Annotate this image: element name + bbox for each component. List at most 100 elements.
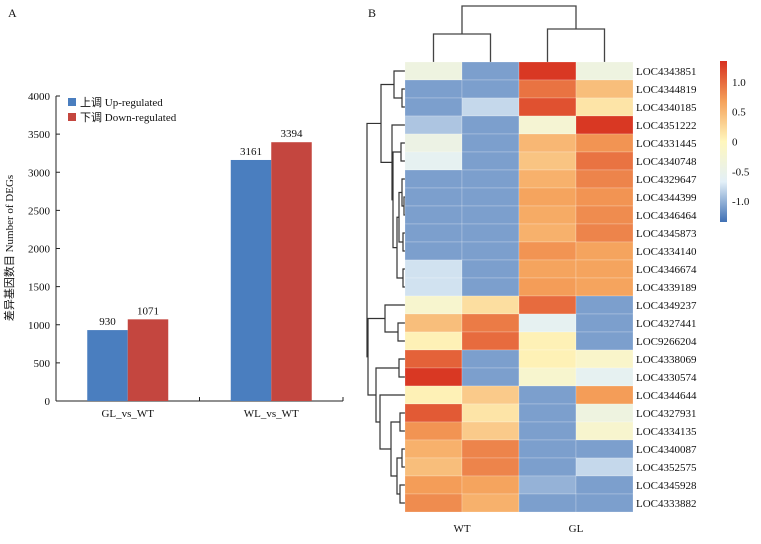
heatmap-cell <box>461 115 520 135</box>
legend-label-up: 上调 Up-regulated <box>80 96 163 109</box>
row-labels: LOC4343851 LOC4344819 LOC4340185 LOC4351222… <box>636 66 697 510</box>
heatmap-cell <box>575 79 634 99</box>
heatmap-cell <box>575 457 634 477</box>
heatmap-cell <box>404 493 463 513</box>
row-label: LOC4334135 <box>636 426 697 438</box>
row-label: LOC4344399 <box>636 192 697 204</box>
bar <box>87 330 128 401</box>
heatmap-cell <box>575 205 634 225</box>
row-label: LOC4329647 <box>636 174 697 186</box>
heatmap-cell <box>518 349 577 369</box>
legend-label-down: 下调 Down-regulated <box>80 111 177 124</box>
heatmap-cell <box>575 115 634 135</box>
heatmap-cell <box>461 151 520 171</box>
heatmap-cell <box>575 493 634 513</box>
heatmap-cell <box>404 295 463 315</box>
heatmap-cell <box>404 187 463 207</box>
dendrogram-branch <box>399 484 405 504</box>
bar <box>127 319 169 401</box>
heatmap-cell <box>518 151 577 171</box>
heatmap-cell <box>461 403 520 423</box>
heatmap-cell <box>404 403 463 423</box>
y-tick-label: 3500 <box>28 129 51 141</box>
heatmap-cell <box>575 403 634 423</box>
heatmap-cell <box>461 313 520 333</box>
colorbar-tick-label: -0.5 <box>732 166 750 178</box>
dendrogram-branch <box>401 448 405 468</box>
heatmap-cell <box>461 493 520 513</box>
row-label: LOC4333882 <box>636 498 697 510</box>
row-label: LOC4340748 <box>636 156 697 168</box>
column-labels: WT GL <box>453 523 583 535</box>
heatmap-cell <box>575 385 634 405</box>
heatmap-cell <box>518 79 577 99</box>
heatmap-cell <box>404 457 463 477</box>
heatmap-cell <box>575 367 634 387</box>
dendrogram-branch <box>384 304 405 333</box>
x-tick-label: GL_vs_WT <box>101 408 154 420</box>
colorbar-bar <box>720 61 727 222</box>
bar-data-labels: 930 1071 3161 3394 <box>99 128 303 328</box>
heatmap-cell <box>518 277 577 297</box>
row-label: LOC4352575 <box>636 462 697 474</box>
y-tick-label: 2500 <box>28 205 51 217</box>
heatmap-cell <box>575 259 634 279</box>
heatmap-cell <box>518 385 577 405</box>
heatmap-cell <box>404 169 463 189</box>
heatmap-cell <box>404 331 463 351</box>
heatmap-cell <box>461 277 520 297</box>
bar-value-label: 3161 <box>240 146 262 158</box>
heatmap-cell <box>404 151 463 171</box>
dendrogram-branch <box>546 28 606 62</box>
heatmap-cell <box>461 349 520 369</box>
dendrogram-branch <box>399 412 405 432</box>
dendrogram-branch <box>401 88 405 108</box>
row-label: LOC4327441 <box>636 318 697 330</box>
dendrogram-branch <box>390 421 400 477</box>
heatmap-cell <box>575 421 634 441</box>
heatmap-cell <box>461 439 520 459</box>
heatmap-cell <box>404 277 463 297</box>
heatmap-cell <box>461 475 520 495</box>
heatmap-cell <box>404 97 463 117</box>
dendrogram-branch <box>393 70 405 99</box>
heatmap-cell <box>461 367 520 387</box>
heatmap: LOC4343851 LOC4344819 LOC4340185 LOC4351222… <box>366 5 750 535</box>
dendrogram-branch <box>397 322 405 342</box>
colorbar-tick-label: 0.5 <box>732 107 746 119</box>
heatmap-cell <box>518 133 577 153</box>
heatmap-cell <box>518 367 577 387</box>
heatmap-cell <box>404 349 463 369</box>
heatmap-cell <box>518 421 577 441</box>
heatmap-cell <box>518 403 577 423</box>
row-label: LOC4340087 <box>636 444 697 456</box>
colorbar: 1.0 0.5 0 -0.5 -1.0 <box>720 61 750 222</box>
bar-value-label: 1071 <box>137 305 159 317</box>
y-tick-label: 2000 <box>28 244 51 256</box>
bar-value-label: 3394 <box>281 128 304 140</box>
row-label: LOC4346674 <box>636 264 697 276</box>
bars <box>87 142 312 401</box>
row-label: LOC4343851 <box>636 66 697 78</box>
heatmap-cell <box>404 133 463 153</box>
row-label: LOC4346464 <box>636 210 697 222</box>
row-label: LOC4351222 <box>636 120 697 132</box>
heatmap-cell <box>461 385 520 405</box>
heatmap-cell <box>518 241 577 261</box>
heatmap-cell <box>575 187 634 207</box>
heatmap-cell <box>518 475 577 495</box>
heatmap-cell <box>575 331 634 351</box>
heatmap-cell <box>461 133 520 153</box>
heatmap-cell <box>575 475 634 495</box>
y-tick-label: 3000 <box>28 167 51 179</box>
heatmap-cell <box>518 331 577 351</box>
heatmap-cell <box>461 259 520 279</box>
heatmap-cell <box>461 295 520 315</box>
dendrogram-branch <box>400 142 405 162</box>
heatmap-cell <box>404 259 463 279</box>
row-dendrogram <box>366 70 405 504</box>
heatmap-cell <box>575 349 634 369</box>
row-label: LOC4331445 <box>636 138 697 150</box>
y-tick-label: 4000 <box>28 91 51 103</box>
row-label: LOC4334140 <box>636 246 697 258</box>
